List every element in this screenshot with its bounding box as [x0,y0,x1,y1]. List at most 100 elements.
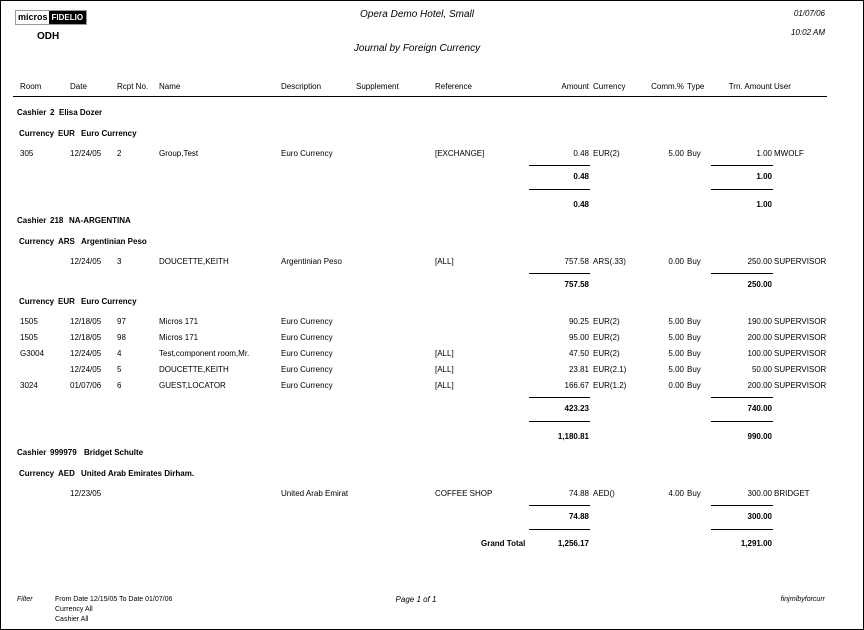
cell-comm: 0.00 [668,257,684,266]
currency-name: Euro Currency [81,297,137,306]
cell-date: 01/07/06 [70,381,102,390]
cell-user: SUPERVISOR [774,349,827,358]
col-amount: Amount [561,82,589,91]
cell-comm: 5.00 [668,365,684,374]
cashier-name: Bridget Schulte [84,448,144,457]
cell-type: Buy [687,381,701,390]
cell-type: Buy [687,333,701,342]
cell-type: Buy [687,317,701,326]
cell-type: Buy [687,349,701,358]
cell-amount: 757.58 [564,257,589,266]
cell-room: 1505 [20,333,38,342]
cell-comm: 5.00 [668,349,684,358]
currency-subtotal-amount: 423.23 [564,404,589,413]
cell-type: Buy [687,489,701,498]
cell-rcpt: 4 [117,349,122,358]
logo-right: FIDELIO [48,11,87,24]
currency-name: United Arab Emirates Dirham. [81,469,195,478]
cashier-name: Elisa Dozer [59,108,103,117]
currency-code: EUR [58,297,75,306]
grand-total-trn-amount: 1,291.00 [740,539,772,548]
cell-currency: EUR(2) [593,149,620,158]
cell-currency: AED() [593,489,615,498]
property-code: ODH [37,31,60,42]
cell-amount: 23.81 [568,365,589,374]
cell-description: United Arab Emirat [281,489,349,498]
currency-subtotal-amount: 757.58 [564,280,589,289]
cell-name: Group,Test [159,149,199,158]
cell-comm: 5.00 [668,149,684,158]
cashier-name: NA-ARGENTINA [69,216,131,225]
currency-name: Euro Currency [81,129,137,138]
currency-code: ARS [58,237,75,246]
cell-amount: 74.88 [568,489,589,498]
currency-label: Currency [19,469,55,478]
cell-amount: 166.67 [564,381,589,390]
cell-type: Buy [687,257,701,266]
cell-amount: 0.48 [573,149,589,158]
cell-reference: COFFEE SHOP [435,489,493,498]
currency-name: Argentinian Peso [81,237,147,246]
cell-currency: EUR(1.2) [593,381,627,390]
cell-user: SUPERVISOR [774,257,827,266]
currency-subtotal-trn-amount: 300.00 [747,512,772,521]
subtotal-rule [711,273,773,274]
cell-description: Euro Currency [281,149,333,158]
cell-trn-amount: 50.00 [751,365,772,374]
col-rcpt: Rcpt No. [117,82,149,91]
filter-cashier: Cashier All [55,616,89,623]
cell-reference: [ALL] [435,257,454,266]
cell-currency: ARS(.33) [593,257,626,266]
col-comm: Comm.% [651,82,684,91]
report-name: finjrnlbyforcurr [780,596,825,603]
cell-name: DOUCETTE,KEITH [159,365,229,374]
grand-total-amount: 1,256.17 [557,539,589,548]
currency-subtotal-trn-amount: 1.00 [756,172,772,181]
currency-subtotal-trn-amount: 740.00 [747,404,772,413]
cell-rcpt: 3 [117,257,122,266]
cashier-total-trn-amount: 1.00 [756,200,772,209]
page-number: Page 1 of 1 [395,595,437,604]
cashier-total-trn-amount: 990.00 [747,432,772,441]
subtotal-rule [529,273,590,274]
cell-currency: EUR(2) [593,333,620,342]
cell-date: 12/24/05 [70,149,102,158]
cell-comm: 4.00 [668,489,684,498]
currency-label: Currency [19,129,55,138]
cashier-label: Cashier [17,108,47,117]
cell-description: Euro Currency [281,317,333,326]
subtotal-rule [711,397,773,398]
cell-name: DOUCETTE,KEITH [159,257,229,266]
subtotal-rule [529,505,590,506]
cell-trn-amount: 250.00 [747,257,772,266]
cashier-total-amount: 1,180.81 [557,432,589,441]
total-rule [529,421,590,422]
cell-room: G3004 [20,349,45,358]
cell-user: MWOLF [774,149,804,158]
cell-rcpt: 2 [117,149,122,158]
cell-description: Euro Currency [281,365,333,374]
cell-reference: [ALL] [435,349,454,358]
currency-subtotal-trn-amount: 250.00 [747,280,772,289]
cell-comm: 5.00 [668,317,684,326]
hotel-name: Opera Demo Hotel, Small [360,9,474,20]
currency-code: AED [58,469,75,478]
col-currency: Currency [593,82,626,91]
logo-left: micros [16,11,49,24]
cell-trn-amount: 100.00 [747,349,772,358]
total-rule [711,421,773,422]
cell-user: BRIDGET [774,489,810,498]
cell-date: 12/23/05 [70,489,102,498]
grand-total-rule [711,529,773,530]
report-date: 01/07/06 [793,9,825,18]
cell-description: Euro Currency [281,381,333,390]
filter-currency: Currency All [55,606,93,613]
filter-dates: From Date 12/15/05 To Date 01/07/06 [55,596,173,603]
cell-date: 12/24/05 [70,257,102,266]
report-title: Journal by Foreign Currency [353,43,481,54]
col-reference: Reference [435,82,472,91]
subtotal-rule [529,397,590,398]
col-room: Room [20,82,42,91]
subtotal-rule [711,505,773,506]
cell-date: 12/18/05 [70,333,102,342]
